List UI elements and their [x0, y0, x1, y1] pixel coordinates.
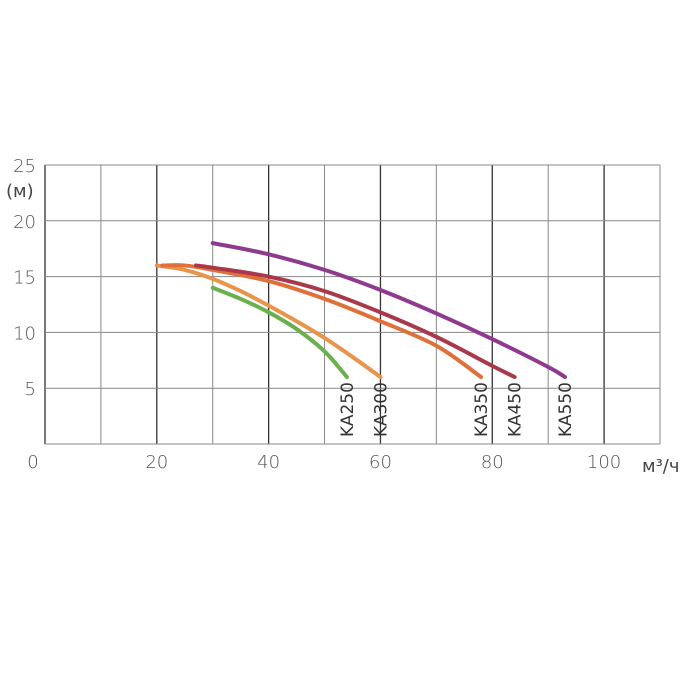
x-tick-label: 100 — [587, 452, 621, 473]
series-line-ka300 — [154, 263, 383, 380]
x-tick-label: 40 — [257, 452, 280, 473]
series-label-ka550: KA550 — [556, 382, 576, 437]
x-axis-unit: м³/ч — [642, 456, 680, 477]
y-axis-ticks: 5 10 15 20 25 — [13, 156, 36, 400]
x-tick-label: 80 — [481, 452, 504, 473]
series-line-ka550 — [210, 241, 567, 380]
series-label-ka350: KA350 — [472, 382, 492, 437]
x-tick-label: 0 — [27, 452, 38, 473]
series-labels: KA250 KA300 KA350 KA450 KA550 — [338, 382, 576, 437]
y-tick-label: 10 — [13, 323, 36, 344]
chart-grid — [44, 164, 661, 445]
series-line-ka450 — [193, 263, 517, 380]
series-line-ka350 — [160, 263, 484, 380]
series-line-ka250 — [210, 285, 349, 380]
series-label-ka300: KA300 — [371, 382, 391, 437]
y-tick-label: 20 — [13, 212, 36, 233]
series-label-ka250: KA250 — [338, 382, 358, 437]
x-axis-ticks: 0 20 40 60 80 100 — [27, 452, 621, 473]
y-tick-label: 15 — [13, 268, 36, 289]
y-tick-label: 5 — [25, 379, 36, 400]
x-tick-label: 60 — [369, 452, 392, 473]
y-tick-label: 25 — [13, 156, 36, 177]
y-axis-unit: (м) — [6, 181, 34, 202]
series-lines — [154, 241, 567, 380]
series-label-ka450: KA450 — [506, 382, 526, 437]
x-tick-label: 20 — [145, 452, 168, 473]
